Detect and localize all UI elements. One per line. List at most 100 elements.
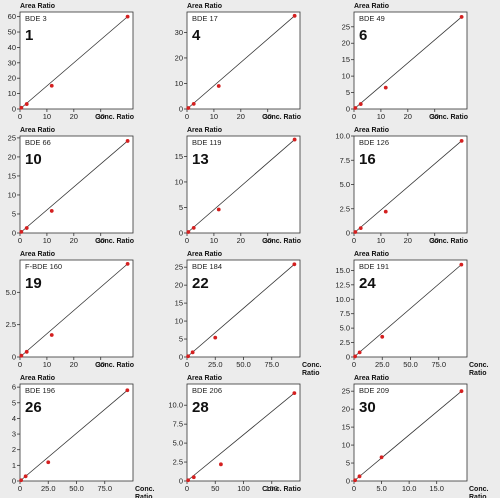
x-axis-label: Conc. Ratio [262, 238, 301, 245]
regression-line [186, 139, 295, 234]
x-axis-label: Conc. Ratio [95, 238, 134, 245]
data-point [292, 262, 297, 267]
y-tick-label: 5 [179, 203, 183, 212]
data-point [459, 262, 464, 267]
y-tick-label: 7.5 [340, 309, 350, 318]
x-tick-label: 0 [18, 484, 22, 493]
x-tick-label: 0 [185, 112, 189, 121]
data-point [24, 349, 29, 354]
x-tick-label: 30 [97, 360, 105, 369]
panel-number: 10 [25, 151, 42, 168]
y-tick-label: 7.5 [173, 420, 183, 429]
x-axis-label: Conc. [302, 362, 322, 369]
x-tick-label: 20 [70, 360, 78, 369]
data-point [125, 261, 130, 266]
calibration-panel: Area Ratio Conc.Ratio 0 1 2 3 4 5 6 0 25.0 50.0 75.0… [12, 375, 155, 498]
data-point [191, 475, 196, 480]
data-point [49, 333, 54, 337]
x-tick-label: 10 [43, 360, 51, 369]
data-point [216, 207, 221, 212]
data-point [213, 335, 218, 340]
compound-name: BDE 209 [359, 386, 389, 395]
data-point [459, 389, 464, 394]
y-tick-label: 2.5 [173, 458, 183, 467]
y-tick-label: 5 [346, 88, 350, 97]
compound-name: BDE 126 [359, 138, 389, 147]
y-tick-label: 30 [8, 58, 16, 67]
x-tick-label: 0 [18, 360, 22, 369]
y-tick-label: 25 [342, 387, 350, 396]
y-axis-label: Area Ratio [187, 127, 222, 134]
x-tick-label: 20 [70, 236, 78, 245]
x-tick-label: 25.0 [208, 360, 223, 369]
data-point [186, 354, 191, 359]
compound-name: F-BDE 160 [25, 262, 62, 271]
y-tick-label: 4 [12, 414, 16, 423]
y-tick-label: 5 [12, 209, 16, 218]
y-tick-label: 2 [12, 445, 16, 454]
x-tick-label: 20 [404, 112, 412, 121]
y-axis-label: Area Ratio [20, 251, 55, 258]
data-point [379, 455, 384, 460]
y-tick-label: 20 [175, 281, 183, 290]
x-axis-label: Conc. Ratio [262, 114, 301, 121]
panel-number: 4 [192, 27, 201, 44]
data-point [19, 353, 24, 358]
x-axis-label: Conc. Ratio [429, 238, 468, 245]
data-point [24, 226, 29, 230]
y-tick-label: 20 [342, 405, 350, 414]
y-tick-label: 40 [8, 43, 16, 52]
data-point [191, 225, 196, 230]
panel-number: 28 [192, 399, 209, 416]
y-tick-label: 1 [12, 461, 16, 470]
y-axis-label: Area Ratio [187, 3, 222, 10]
y-tick-label: 10 [8, 89, 16, 98]
regression-line [353, 390, 462, 482]
x-tick-label: 25.0 [41, 484, 56, 493]
y-axis-label: Area Ratio [354, 127, 389, 134]
data-point [23, 474, 28, 479]
x-axis-label: Ratio [302, 370, 320, 377]
x-axis-label: Ratio [135, 494, 153, 498]
x-tick-label: 0 [352, 360, 356, 369]
panel-number: 6 [359, 27, 367, 44]
calibration-panel: Area Ratio Conc. Ratio 0 10 20 30 40 50 60 0 10 20 3… [8, 3, 134, 121]
panel-number: 1 [25, 27, 33, 44]
x-tick-label: 30 [431, 236, 439, 245]
data-point [219, 462, 223, 467]
regression-line [19, 263, 128, 358]
x-tick-label: 20 [70, 112, 78, 121]
y-tick-label: 25 [175, 263, 183, 272]
data-point [357, 474, 362, 479]
x-tick-label: 10 [43, 236, 51, 245]
x-tick-label: 30 [264, 112, 272, 121]
data-point [358, 226, 363, 231]
y-tick-label: 15.0 [335, 266, 350, 275]
y-tick-label: 50 [8, 28, 16, 37]
calibration-panel: Area Ratio Conc. Ratio 0 5 10 15 20 25 0 10 20 30 BD… [8, 127, 134, 245]
x-tick-label: 10 [210, 236, 218, 245]
x-tick-label: 10 [377, 112, 385, 121]
compound-name: BDE 66 [25, 138, 51, 147]
y-tick-label: 2.5 [6, 320, 16, 329]
y-tick-label: 60 [8, 12, 16, 21]
x-tick-label: 0 [18, 236, 22, 245]
x-axis-label: Ratio [469, 494, 487, 498]
calibration-panel: Area Ratio Conc. Ratio 0 2.5 5.0 7.5 10.0 0 50 10… [168, 375, 301, 493]
regression-line [353, 264, 462, 358]
data-point [383, 209, 388, 214]
data-point [19, 105, 24, 110]
x-axis-label: Conc. [469, 362, 489, 369]
y-tick-label: 15 [8, 171, 16, 180]
data-point [353, 478, 358, 483]
data-point [216, 84, 221, 88]
calibration-panel: Area Ratio Conc.Ratio 0 5 10 15 20 25 0 25.0 50.0 7… [175, 251, 322, 377]
data-point [353, 354, 358, 359]
regression-line [353, 16, 462, 110]
y-tick-label: 6 [12, 383, 16, 392]
x-tick-label: 10.0 [402, 484, 417, 493]
data-point [125, 139, 130, 143]
y-tick-label: 10 [175, 317, 183, 326]
compound-name: BDE 3 [25, 14, 47, 23]
data-point [292, 391, 297, 395]
